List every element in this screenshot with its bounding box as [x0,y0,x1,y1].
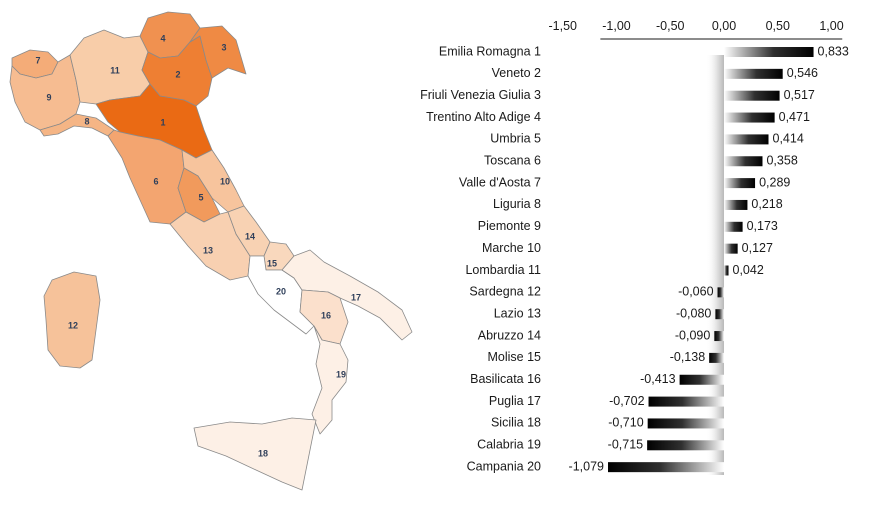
map-label-13: 13 [203,245,213,255]
value-label: -1,079 [569,459,604,473]
map-label-15: 15 [267,258,277,268]
bar [679,374,724,385]
category-label: Basilicata 16 [470,372,541,386]
value-label: -0,090 [675,328,710,342]
bar [724,265,729,276]
map-label-11: 11 [110,65,120,75]
value-label: -0,080 [676,306,711,320]
category-label: Umbria 5 [490,132,541,146]
bar [714,331,724,342]
map-label-19: 19 [336,369,346,379]
bar [724,156,763,167]
bar [724,47,814,57]
map-label-6: 6 [153,176,158,186]
value-label: 0,358 [766,154,797,168]
x-tick-label: -0,50 [656,19,685,33]
bar [608,462,724,473]
map-label-16: 16 [321,310,331,320]
bar [724,221,743,232]
bar [715,309,724,320]
category-label: Sardegna 12 [469,285,541,299]
value-label: -0,413 [640,372,675,386]
category-label: Liguria 8 [493,197,541,211]
bars [608,47,814,473]
x-tick-label: 0,50 [766,19,790,33]
italy-regions-map: 1 2 3 4 5 6 7 8 9 10 11 12 13 14 15 16 1… [9,11,413,491]
map-label-3: 3 [221,42,226,52]
category-label: Veneto 2 [492,66,541,80]
value-label: -0,702 [609,394,644,408]
bar [717,287,724,298]
category-label: Trentino Alto Adige 4 [426,110,541,124]
value-label: 0,042 [733,263,764,277]
x-tick-label: -1,50 [549,19,578,33]
region-friuli-venezia-giulia [189,25,247,79]
map-label-5: 5 [198,192,203,202]
x-axis-ticks: -1,50 -1,00 -0,50 0,00 0,50 1,00 [549,19,844,33]
map-label-18: 18 [258,448,268,458]
bar [724,68,783,79]
map-region-numbers: 1 2 3 4 5 6 7 8 9 10 11 12 13 14 15 16 1… [35,33,361,458]
map-label-4: 4 [160,33,165,43]
x-tick-label: -1,00 [602,19,631,33]
bar [647,440,724,451]
category-label: Molise 15 [488,350,542,364]
bar [647,418,724,429]
bar [724,178,756,189]
category-label: Lazio 13 [494,306,541,320]
value-label: 0,833 [818,44,849,58]
value-label: 0,414 [773,132,804,146]
map-label-8: 8 [84,116,89,126]
value-label: 0,127 [742,241,773,255]
value-label: -0,715 [608,438,643,452]
category-label: Piemonte 9 [478,219,541,233]
value-label: 0,218 [751,197,782,211]
bar [724,243,738,254]
bar [648,396,724,407]
category-label: Sicilia 18 [491,416,541,430]
value-label: 0,173 [747,219,778,233]
value-label: 0,546 [787,66,818,80]
bar [724,112,775,123]
value-label: 0,471 [779,110,810,124]
value-label: -0,138 [670,350,705,364]
category-label: Puglia 17 [489,394,541,408]
map-label-20: 20 [276,286,286,296]
category-label: Valle d'Aosta 7 [459,175,541,189]
value-label: 0,289 [759,175,790,189]
map-label-17: 17 [351,292,361,302]
category-label: Marche 10 [482,241,541,255]
zero-line-shadow [706,55,724,475]
x-tick-label: 1,00 [819,19,843,33]
category-label: Calabria 19 [477,438,541,452]
region-calabria [311,325,349,435]
map-label-10: 10 [220,176,230,186]
x-tick-label: 0,00 [712,19,736,33]
region-sicilia [193,417,317,491]
map-label-12: 12 [68,320,78,330]
bar [724,199,748,210]
map-label-1: 1 [160,117,165,127]
category-label: Friuli Venezia Giulia 3 [420,88,541,102]
map-label-2: 2 [175,69,180,79]
bar [724,134,769,145]
map-label-9: 9 [46,92,51,102]
category-label: Emilia Romagna 1 [439,44,541,58]
category-label: Campania 20 [467,459,541,473]
map-label-14: 14 [245,231,255,241]
map-label-7: 7 [35,55,40,65]
category-label: Toscana 6 [484,154,541,168]
value-label: 0,517 [784,88,815,102]
category-labels: Emilia Romagna 1 Veneto 2 Friuli Venezia G… [420,44,541,473]
region-sardegna [43,271,101,369]
bar [709,352,724,363]
value-label: -0,060 [678,285,713,299]
category-label: Abruzzo 14 [478,328,541,342]
value-label: -0,710 [608,416,643,430]
bar [724,90,780,101]
category-label: Lombardia 11 [465,263,541,277]
